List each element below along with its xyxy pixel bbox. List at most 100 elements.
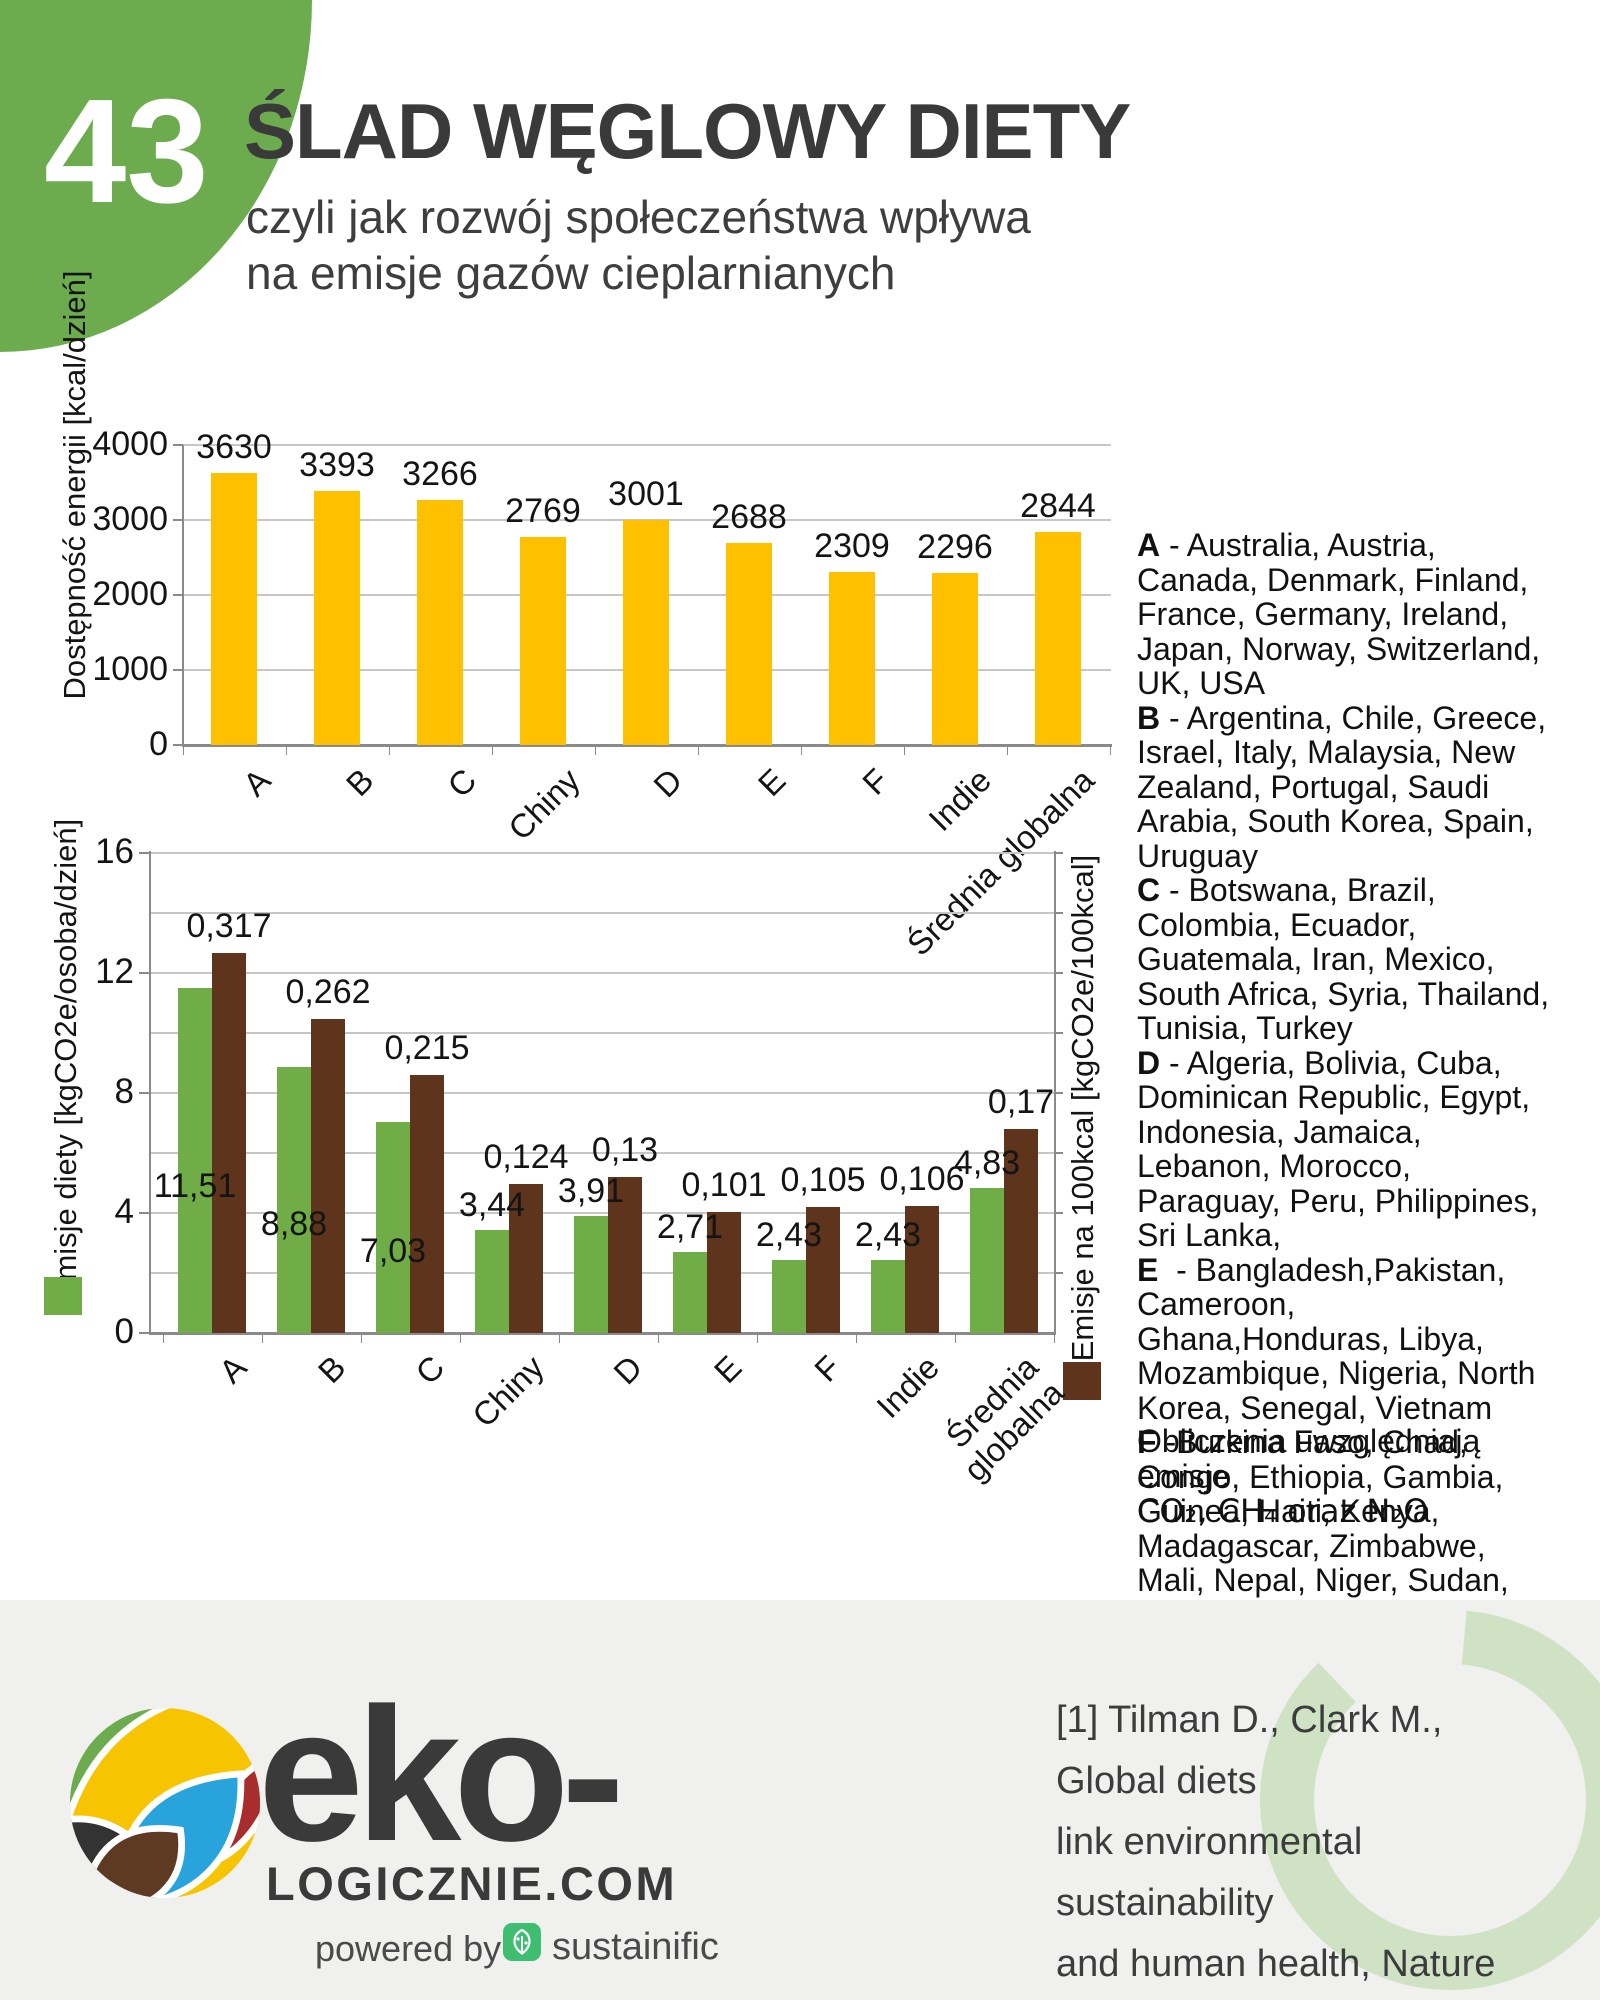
page-subtitle-line: czyli jak rozwój społeczeństwa wpływa bbox=[246, 191, 1031, 243]
diet-emissions-bar bbox=[376, 1122, 410, 1333]
per-100kcal-bar bbox=[212, 953, 246, 1333]
energy-x-category-label: B bbox=[338, 761, 381, 804]
energy-x-category-label: Chiny bbox=[500, 761, 587, 848]
energy-bar-value-label: 2688 bbox=[711, 498, 787, 536]
y-axis-tick-label: 8 bbox=[114, 1072, 134, 1111]
green-series-legend-swatch bbox=[44, 1277, 82, 1315]
grid-line bbox=[150, 852, 1054, 854]
per-100kcal-bar bbox=[806, 1207, 840, 1333]
diet-emissions-bar bbox=[475, 1230, 509, 1333]
diet-emissions-value-label: 3,91 bbox=[557, 1172, 625, 1210]
x-axis-line bbox=[149, 1332, 1056, 1335]
per-100kcal-value-label: 0,124 bbox=[483, 1138, 569, 1176]
energy-bar-value-label: 3001 bbox=[608, 475, 684, 513]
x-axis-tick bbox=[182, 746, 184, 755]
x-axis-tick bbox=[594, 746, 596, 755]
right-axis-tick bbox=[1054, 1212, 1063, 1214]
diet-emissions-value-label: 4,83 bbox=[953, 1144, 1021, 1182]
y-axis-line bbox=[182, 445, 184, 745]
grid-line bbox=[150, 1152, 1054, 1154]
y-axis-tick bbox=[173, 744, 183, 746]
per-100kcal-value-label: 0,105 bbox=[780, 1161, 866, 1199]
country-group: B - Argentina, Chile, Greece, Israel, It… bbox=[1137, 699, 1555, 874]
citation-line: link environmental sustainability bbox=[1056, 1821, 1363, 1924]
x-axis-tick bbox=[903, 746, 905, 755]
logo-wordmark-logicznie: LOGICZNIE.COM bbox=[266, 1857, 678, 1910]
country-group: A - Australia, Austria, Canada, Denmark,… bbox=[1137, 527, 1550, 701]
y-axis-line bbox=[149, 851, 151, 1333]
x-axis-tick bbox=[1109, 746, 1111, 755]
energy-bar bbox=[1035, 532, 1081, 745]
energy-x-category-label: E bbox=[750, 761, 793, 804]
ring-decoration bbox=[1260, 1610, 1600, 1990]
energy-x-category-label: C bbox=[440, 761, 484, 805]
emissions-x-category-label: Chiny bbox=[464, 1348, 551, 1435]
x-axis-tick bbox=[855, 1334, 857, 1343]
diet-emissions-bar bbox=[277, 1067, 311, 1333]
diet-emissions-bar bbox=[673, 1252, 707, 1333]
energy-bar bbox=[314, 491, 360, 745]
grid-line bbox=[150, 912, 1054, 914]
emissions-x-category-label: A bbox=[211, 1348, 254, 1391]
x-axis-tick bbox=[360, 1334, 362, 1343]
sustainific-brand-label: sustainific bbox=[552, 1926, 719, 1968]
x-axis-tick bbox=[261, 1334, 263, 1343]
y-axis-tick-label: 1000 bbox=[92, 650, 168, 688]
y-axis-tick bbox=[173, 669, 183, 671]
diet-emissions-bar bbox=[178, 988, 212, 1333]
diet-emissions-value-label: 7,03 bbox=[359, 1231, 427, 1270]
x-axis-tick bbox=[756, 1334, 758, 1343]
x-axis-tick bbox=[1053, 1334, 1055, 1343]
logo-wordmark-eko: eko- bbox=[258, 1669, 625, 1881]
country-group-letter: F bbox=[1137, 1424, 1157, 1460]
x-axis-tick bbox=[459, 1334, 461, 1343]
sustainific-leaf-icon bbox=[503, 1923, 541, 1961]
y-axis-tick-label: 12 bbox=[95, 952, 134, 991]
y-axis-tick-label: 3000 bbox=[92, 500, 168, 538]
country-group-letter: C bbox=[1137, 872, 1161, 908]
right-y-axis-line bbox=[1054, 851, 1056, 1333]
diet-emissions-value-label: 3,44 bbox=[458, 1186, 526, 1224]
powered-by-label: powered by bbox=[315, 1928, 502, 1969]
per-100kcal-bar bbox=[509, 1184, 543, 1333]
per-100kcal-bar bbox=[608, 1177, 642, 1333]
country-group-letter: B bbox=[1137, 699, 1161, 736]
right-axis-tick bbox=[1054, 852, 1063, 854]
emissions-x-category-label: B bbox=[310, 1348, 353, 1391]
y-axis-tick-label: 4000 bbox=[92, 425, 168, 463]
right-axis-tick bbox=[1054, 972, 1063, 974]
per-100kcal-value-label: 0,101 bbox=[681, 1166, 767, 1204]
y-axis-tick bbox=[173, 519, 183, 521]
emissions-x-category-label: E bbox=[706, 1348, 749, 1391]
diet-emissions-value-label: 8,88 bbox=[260, 1205, 328, 1244]
diet-emissions-bar bbox=[574, 1216, 608, 1333]
y-axis-tick-label: 2000 bbox=[92, 575, 168, 613]
y-axis-tick bbox=[139, 1332, 150, 1334]
emissions-x-category-label: D bbox=[606, 1348, 650, 1392]
citation-line: and human health, Nature volume bbox=[1056, 1943, 1496, 1985]
country-groups-legend: A - Australia, Austria, Canada, Denmark,… bbox=[1137, 528, 1557, 1632]
x-axis-tick bbox=[491, 746, 493, 755]
per-100kcal-value-label: 0,17 bbox=[987, 1083, 1055, 1121]
x-axis-tick bbox=[558, 1334, 560, 1343]
country-group: C - Botswana, Brazil, Colombia, Ecuador,… bbox=[1137, 872, 1558, 1046]
emissions-note-line: Obliczenia uwzględniają emisje bbox=[1137, 1423, 1481, 1494]
per-100kcal-bar bbox=[707, 1212, 741, 1333]
per-100kcal-value-label: 0,106 bbox=[879, 1160, 965, 1198]
grid-line bbox=[150, 1212, 1054, 1214]
country-group: D - Algeria, Bolivia, Cuba, Dominican Re… bbox=[1137, 1044, 1548, 1253]
per-100kcal-value-label: 0,215 bbox=[384, 1029, 470, 1067]
energy-x-category-label: Indie bbox=[921, 761, 999, 839]
y-axis-tick bbox=[139, 1212, 150, 1214]
grid-line bbox=[150, 972, 1054, 974]
per-100kcal-value-label: 0,262 bbox=[285, 973, 371, 1011]
y-axis-tick bbox=[139, 852, 150, 854]
energy-bar bbox=[211, 473, 257, 745]
energy-bar bbox=[932, 573, 978, 745]
energy-bar-value-label: 2309 bbox=[814, 527, 890, 565]
right-axis-tick bbox=[1054, 1032, 1063, 1034]
energy-bar-value-label: 2844 bbox=[1020, 487, 1096, 525]
page-title: ŚLAD WĘGLOWY DIETY bbox=[244, 87, 1131, 175]
energy-x-category-label: F bbox=[855, 761, 896, 802]
